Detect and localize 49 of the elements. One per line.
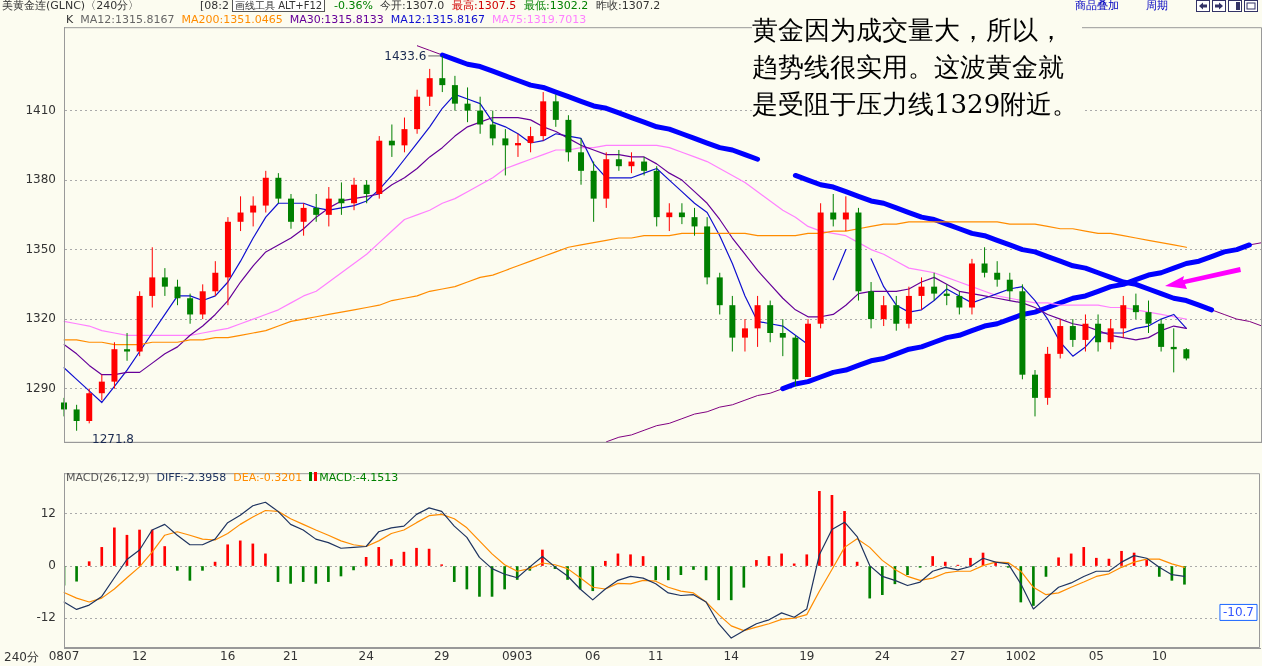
- y-tick-label: 1380: [25, 172, 56, 187]
- text: MA30:1315.8133: [289, 13, 384, 26]
- x-tick-label: 14: [723, 649, 739, 664]
- x-tick-label: 16: [220, 649, 236, 664]
- y-tick-label: 1350: [25, 241, 56, 256]
- x-tick-label: 12: [131, 649, 148, 664]
- text: -0.36%: [334, 0, 373, 12]
- text: 最低:1302.2: [524, 0, 589, 12]
- text: 商品叠加: [1075, 0, 1119, 12]
- chart-title: MACD(26,12,9): [66, 471, 150, 484]
- text: MA200:1351.0465: [181, 13, 283, 26]
- legend-label: MACD:-4.1513: [319, 471, 399, 484]
- x-tick-label: 10: [1151, 649, 1167, 664]
- y-tick-label: 0: [48, 558, 56, 573]
- text: MA12:1315.8167: [80, 13, 175, 26]
- x-tick-label: 06: [585, 649, 601, 664]
- text: MA12:1315.8167: [390, 13, 486, 26]
- chart-title: 美黄金连(GLNC)〈240分〉: [2, 0, 140, 12]
- x-tick-label: 1002: [1005, 649, 1037, 664]
- text: 周期: [1146, 0, 1168, 12]
- annotation: 1433.6: [384, 49, 427, 64]
- annotation: -10.7: [1222, 604, 1255, 619]
- x-tick-label: 21: [282, 649, 299, 664]
- y-tick-label: 12: [40, 506, 56, 521]
- y-tick-label: 1410: [25, 102, 56, 117]
- x-tick-label: 11: [648, 649, 664, 664]
- x-tick-label: 29: [434, 649, 450, 664]
- text: [08:2: [200, 0, 229, 12]
- x-tick-label: 19: [799, 649, 815, 664]
- text: DEA:-0.3201: [233, 471, 303, 484]
- annotation: 1271.8: [92, 432, 134, 446]
- annotation: 黄金因为成交量大，所以，趋势线很实用。这波黄金就是受阻于压力线1329附近。: [752, 12, 1082, 123]
- text: 昨收:1307.2: [596, 0, 661, 12]
- text: K: [66, 13, 74, 26]
- text: 今开:1307.0: [380, 0, 445, 12]
- text: MA75:1319.7013: [492, 13, 587, 26]
- y-tick-label: 1320: [25, 311, 56, 326]
- x-tick-label: 24: [874, 649, 890, 664]
- x-tick-label: 27: [950, 649, 966, 664]
- x-axis-title: 240分: [4, 650, 39, 664]
- text: 画线工具 ALT+F12: [232, 0, 326, 12]
- y-tick-label: 1290: [25, 380, 56, 395]
- x-tick-label: 24: [358, 649, 374, 664]
- x-tick-label: 05: [1088, 649, 1104, 664]
- y-tick-label: -12: [36, 610, 56, 625]
- text: DIFF:-2.3958: [156, 471, 227, 484]
- x-tick-label: 0903: [501, 649, 533, 664]
- text: 最高:1307.5: [452, 0, 517, 12]
- x-tick-label: 0807: [48, 649, 80, 664]
